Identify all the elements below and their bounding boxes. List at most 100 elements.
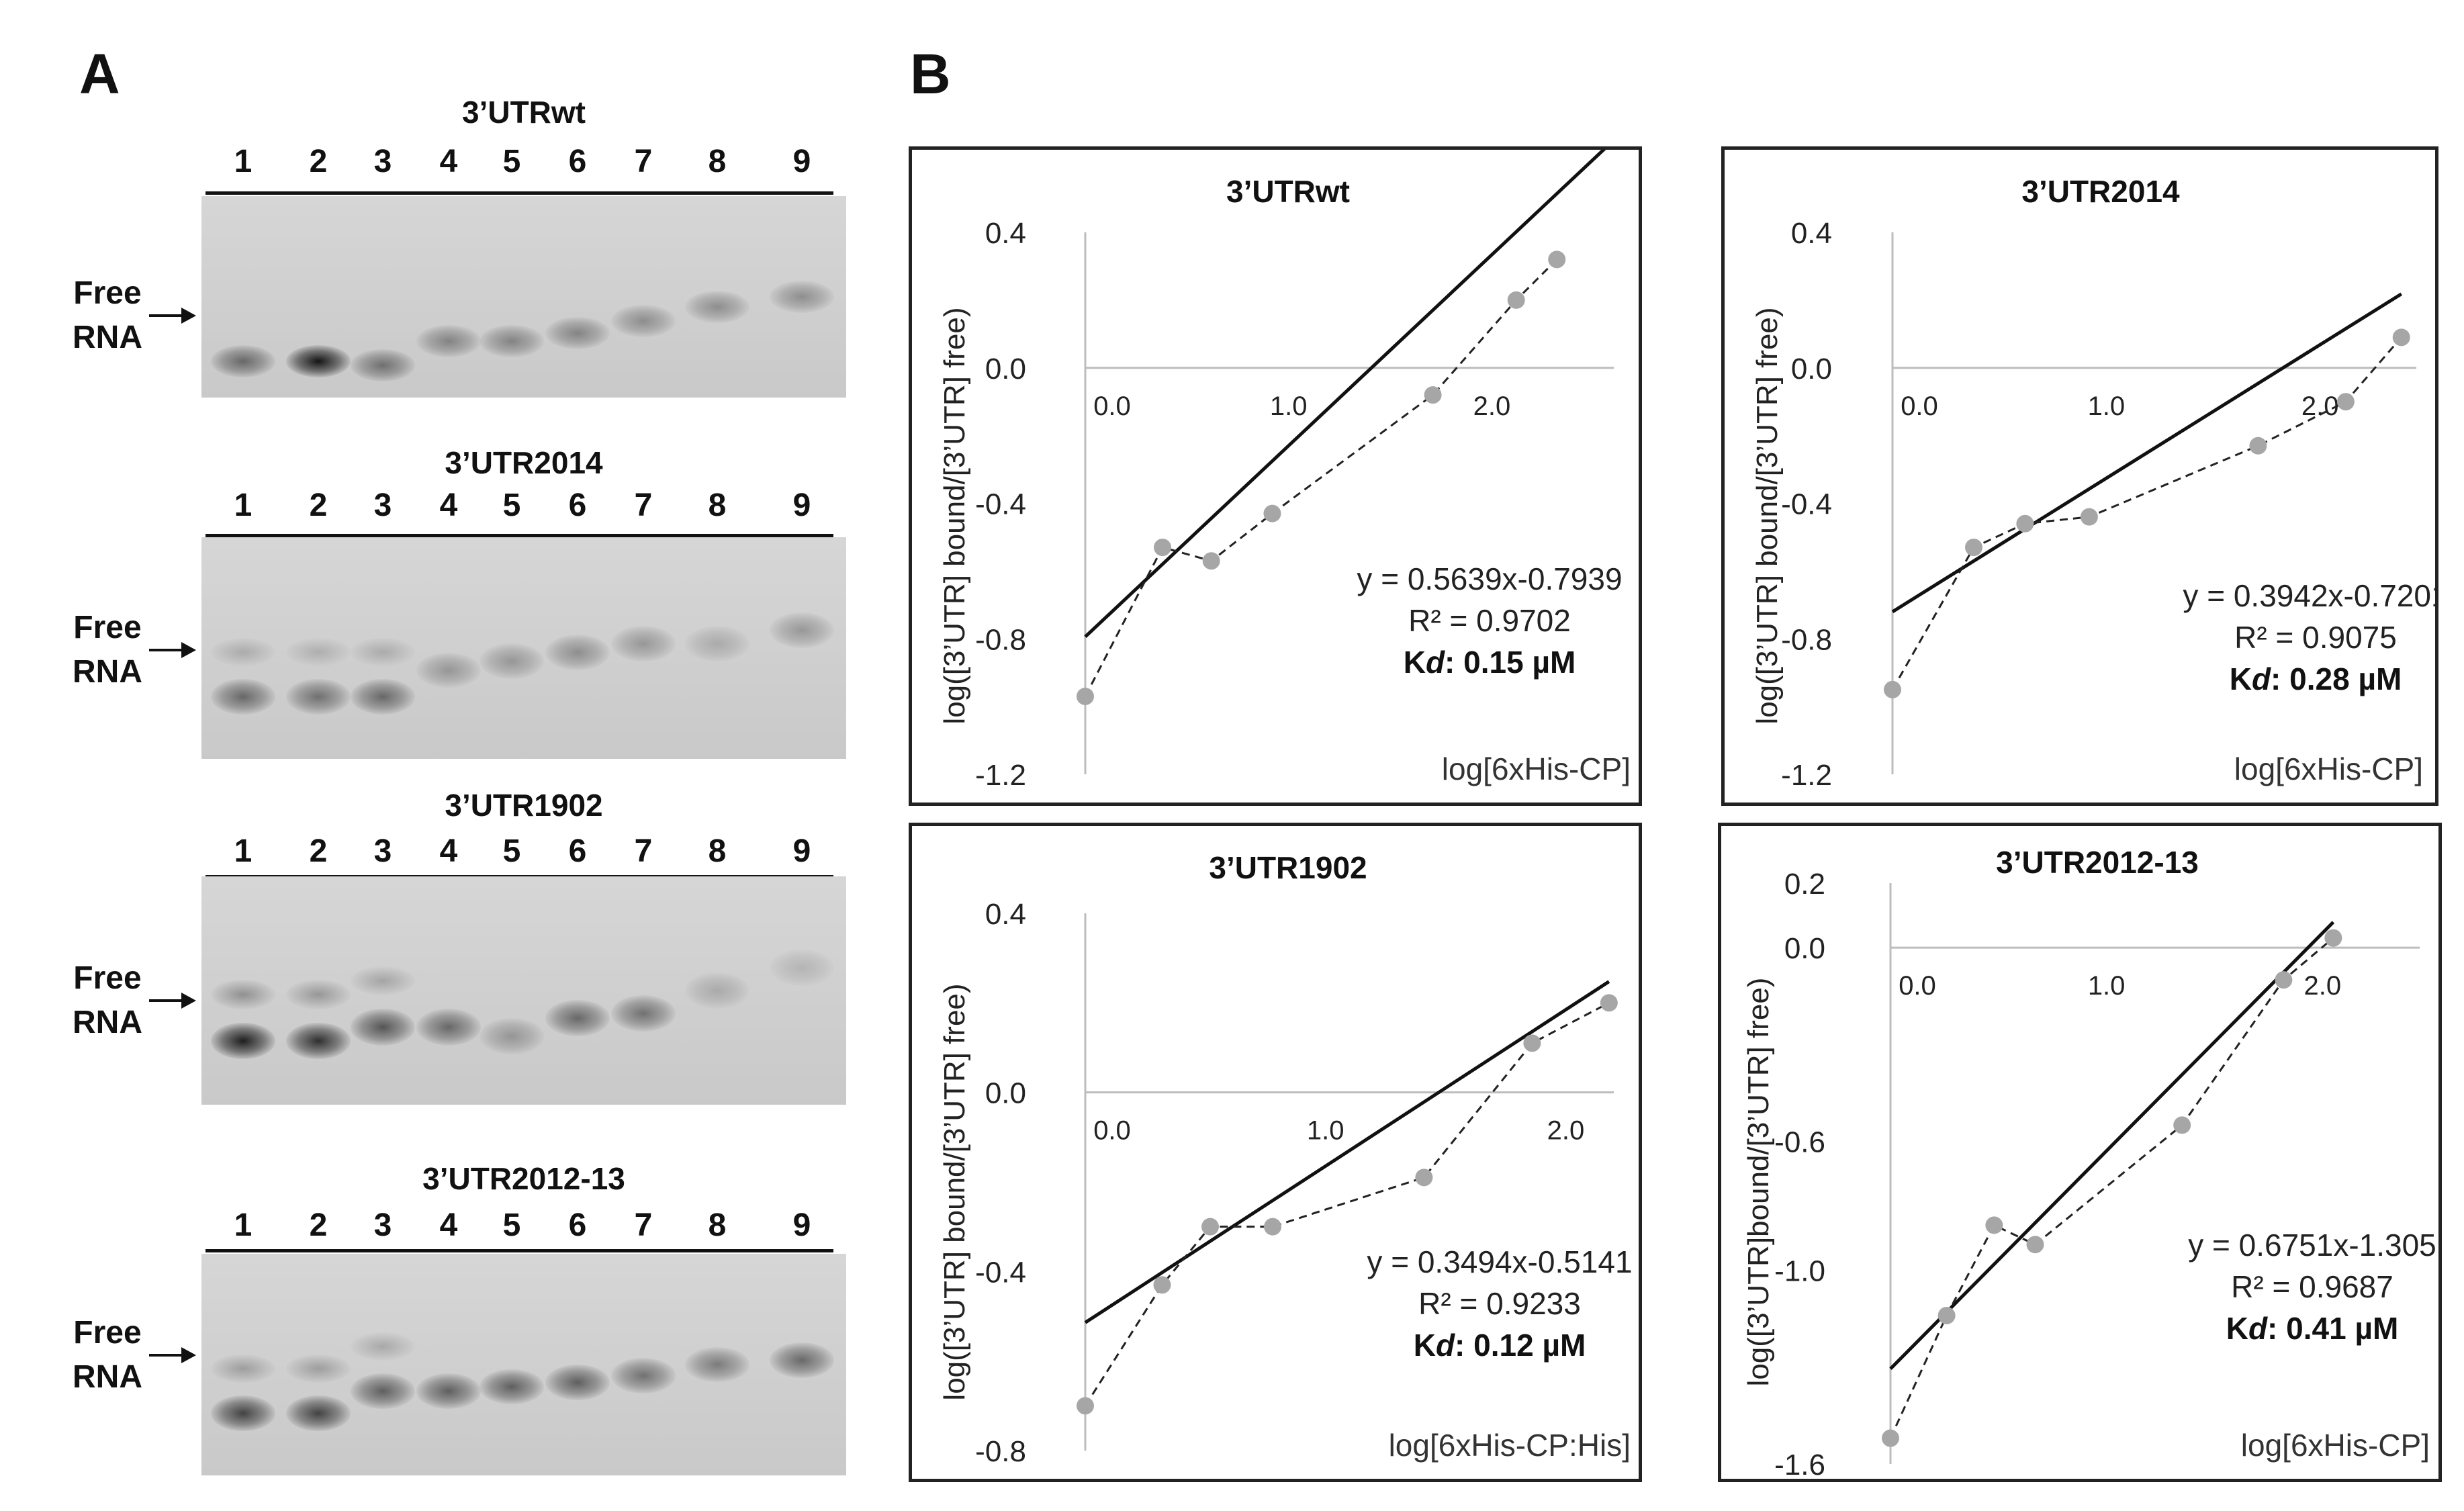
lane-number: 8	[708, 144, 727, 179]
gel-band	[416, 1373, 481, 1409]
gel-band	[611, 995, 676, 1032]
gel-band	[685, 291, 749, 323]
gel-band	[545, 999, 610, 1036]
kd-label: K	[1404, 645, 1426, 680]
y-tick-label: -1.0	[1774, 1255, 1825, 1288]
lane-rule	[206, 534, 833, 537]
data-point	[2016, 514, 2034, 533]
lane-number: 9	[792, 488, 811, 523]
gel-band	[351, 1009, 415, 1046]
y-tick-label: 0.4	[985, 898, 1026, 931]
panel-a-letter: A	[79, 42, 120, 105]
data-point	[2392, 328, 2410, 347]
data-point	[2026, 1236, 2044, 1254]
x-tick-label: 1.0	[1307, 1116, 1344, 1146]
gel-image	[201, 1254, 846, 1475]
gel-band	[286, 1395, 351, 1431]
gel-band-upper	[211, 980, 275, 1009]
gel-band-upper	[211, 1354, 275, 1383]
kd-number: : 0.12 µM	[1455, 1328, 1586, 1363]
free-label-line: Free	[73, 1315, 142, 1350]
y-tick-label: 0.0	[985, 1077, 1026, 1110]
lane-number: 8	[708, 488, 727, 523]
chart-utr2012-13: 3’UTR2012-13 0.2 0.0 -0.6 -1.0 -1.6 0.0 1.0 2.0 y…	[1742, 845, 2436, 1481]
gel-band	[211, 679, 275, 715]
gel-band	[351, 679, 415, 715]
chart-title: 3’UTR1902	[1209, 850, 1367, 885]
gel-band	[770, 281, 834, 313]
y-tick-label: -0.4	[975, 488, 1026, 521]
x-tick-label: 1.0	[1270, 392, 1308, 421]
lane-number: 2	[309, 1207, 328, 1243]
y-tick-label: -0.8	[975, 623, 1026, 656]
y-tick-label: -0.4	[975, 1256, 1026, 1289]
y-tick-label: -0.4	[1781, 488, 1832, 521]
lane-number: 7	[634, 1207, 653, 1243]
free-rna-arrow	[149, 999, 183, 1002]
y-tick-label: 0.2	[1784, 868, 1825, 901]
lane-number: 6	[568, 1207, 587, 1243]
gel-band	[685, 972, 749, 1009]
y-tick-label: -0.8	[1781, 623, 1832, 656]
gel-band	[286, 1022, 351, 1059]
gel-band-upper	[211, 637, 275, 666]
gel-band	[480, 643, 544, 680]
x-axis-label: log[6xHis-CP]	[1442, 751, 1631, 786]
data-point	[1882, 1429, 1899, 1447]
kd-number: : 0.15 µM	[1445, 645, 1576, 680]
gel-band	[685, 1346, 749, 1383]
fit-equation: y = 0.3494x-0.5141	[1367, 1244, 1632, 1279]
data-point	[1548, 250, 1566, 269]
panel-b-letter: B	[910, 42, 951, 105]
kd-subscript: d	[1436, 1328, 1455, 1363]
data-point	[1153, 1276, 1171, 1294]
arrow-head	[181, 308, 196, 324]
arrow-head	[181, 1347, 196, 1363]
x-axis-label: log[6xHis-CP:His]	[1389, 1428, 1631, 1463]
x-tick-label: 0.0	[1093, 392, 1131, 421]
data-point	[1964, 539, 1982, 557]
gel-band	[770, 949, 834, 987]
free-label-line: Free	[73, 610, 142, 645]
x-tick-label: 1.0	[2088, 971, 2126, 1001]
chart-frame-utr2012-13: 3’UTR2012-13 0.2 0.0 -0.6 -1.0 -1.6 0.0 1.0 2.0 y…	[1718, 823, 2442, 1482]
trend-line	[1891, 292, 2403, 614]
data-point	[1263, 504, 1281, 522]
chart-frame-utrwt: 3’UTRwt 0.4 0.0 -0.4 -0.8 -1.2 0.0 1.0 2.0 y = 0.…	[909, 135, 1642, 806]
data-point	[1600, 994, 1618, 1012]
x-tick-label: 2.0	[2303, 971, 2341, 1001]
chart-utr2014: 3’UTR2014 0.4 0.0 -0.4 -0.8 -1.2 0.0 1.0 2.0 y = …	[1751, 174, 2449, 792]
x-tick-label: 0.0	[1899, 971, 1936, 1001]
data-point	[1985, 1216, 2003, 1234]
lane-number: 3	[373, 144, 392, 179]
data-point	[1201, 1218, 1220, 1236]
gel-band	[545, 635, 610, 670]
gel-title: 3’UTRwt	[462, 95, 586, 130]
lane-number: 5	[502, 833, 521, 869]
chart-title: 3’UTRwt	[1226, 174, 1350, 209]
data-point	[1077, 1397, 1094, 1415]
gel-band	[286, 679, 351, 715]
gel-band-upper	[286, 980, 351, 1009]
lane-number: 5	[502, 1207, 521, 1243]
gel-band	[351, 349, 415, 381]
lane-number: 9	[792, 1207, 811, 1243]
lane-number: 2	[309, 488, 328, 523]
trend-line	[1889, 921, 2335, 1370]
y-axis-label: log([3’UTR] bound/[3’UTR] free)	[1751, 307, 1784, 724]
rna-label-line: RNA	[73, 1359, 142, 1395]
lane-number: 6	[568, 144, 587, 179]
gel-band-upper	[351, 637, 415, 666]
y-tick-label: 0.0	[985, 353, 1026, 385]
data-point	[2249, 437, 2267, 455]
chart-utrwt: 3’UTRwt 0.4 0.0 -0.4 -0.8 -1.2 0.0 1.0 2.0 y = 0.…	[938, 135, 1631, 792]
gel-band	[611, 305, 676, 337]
x-tick-label: 1.0	[2088, 392, 2126, 421]
lane-number: 5	[502, 144, 521, 179]
gel-band-upper	[351, 966, 415, 996]
gel-band	[211, 1022, 275, 1059]
lane-number: 6	[568, 488, 587, 523]
y-axis-label: log([3’UTR] bound/[3’UTR] free)	[938, 983, 971, 1400]
y-tick-label: 0.4	[1791, 217, 1832, 250]
lane-number: 7	[634, 144, 653, 179]
